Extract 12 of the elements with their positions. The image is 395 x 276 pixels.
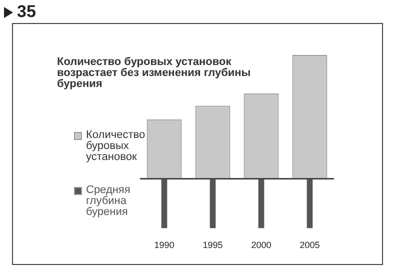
x-tick-label: 1990	[154, 240, 174, 250]
bar	[210, 178, 216, 228]
legend-label: Средняя глубина бурения	[86, 184, 132, 218]
x-tick-label: 2005	[300, 240, 320, 250]
bar	[161, 178, 168, 228]
bar	[258, 178, 264, 228]
x-tick-label: 1995	[202, 240, 223, 250]
legend-label: Количество буровых установок	[86, 129, 146, 163]
text: 35	[17, 2, 36, 22]
text: Количество буровых установок возрастает без изменения глубины бурения	[57, 56, 252, 90]
x-tick-label: 2000	[251, 240, 272, 250]
bar	[306, 178, 313, 228]
